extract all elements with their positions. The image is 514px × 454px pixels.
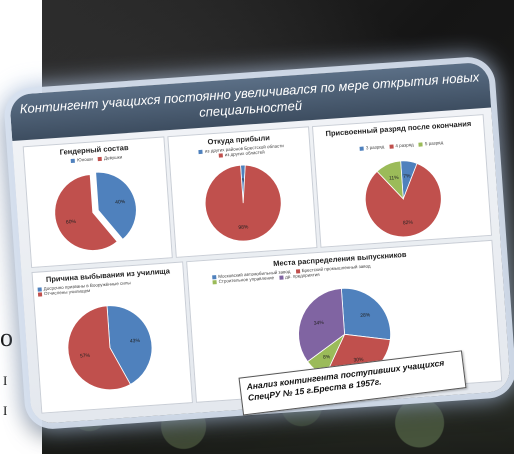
- pie-label-1-1: 98%: [238, 224, 249, 231]
- pie-chart-distribution: 28% 30% 8% 34%: [298, 287, 391, 381]
- pie-slice-2-1: [364, 162, 442, 238]
- legend-grade-2: 5 разряд: [424, 139, 444, 147]
- pie-label-4-1: 30%: [353, 357, 364, 364]
- chart-panel-gender: Гендерный состав Юноши Девушки 40% 60%: [22, 136, 173, 269]
- pie-label-4-0: 28%: [360, 312, 371, 319]
- slide-body: Контингент учащихся постоянно увеличивал…: [9, 61, 511, 425]
- legend-grade-0: 3 разряд: [365, 144, 385, 151]
- chart-panel-dropout: Причина выбывания из училища Досрочно пр…: [31, 261, 194, 414]
- pie-chart-grade: 7% 82% 11%: [364, 160, 442, 238]
- pie-label-2-2: 11%: [389, 175, 400, 182]
- left-fragment-letter: o: [0, 323, 13, 352]
- pie-slice-1-1: [204, 164, 282, 242]
- pie-slice-3-0: [106, 305, 153, 385]
- chart-panel-distribution: Места распределения выпускников Московск…: [186, 239, 503, 403]
- left-fragment-1: I: [3, 373, 8, 388]
- pie-label-2-1: 82%: [403, 220, 414, 227]
- pie-chart-origin: 2% 98%: [204, 164, 282, 242]
- left-fragment-2: I: [3, 403, 8, 418]
- pie-label-3-0: 43%: [130, 338, 141, 345]
- pie-slice-4-3: [298, 288, 345, 363]
- pie-chart-gender: 40% 60%: [54, 171, 137, 251]
- legend-distribution-3: др. предприятия: [285, 271, 320, 280]
- pie-slice-3-1: [67, 305, 131, 391]
- pie-slice-4-0: [340, 287, 391, 341]
- chart-panel-origin: Откуда прибыли из других районов Брестск…: [167, 126, 318, 258]
- pie-chart-dropout: 43% 57%: [67, 305, 153, 391]
- pie-label-4-2: 8%: [323, 354, 331, 361]
- pie-label-3-1: 57%: [80, 353, 91, 360]
- pie-label-4-3: 34%: [314, 320, 325, 327]
- pie-label-0-0: 40%: [115, 199, 126, 206]
- pie-label-0-1: 60%: [66, 219, 77, 226]
- pie-label-1-0: 2%: [239, 177, 247, 184]
- pie-slice-0-1: [54, 174, 118, 251]
- presentation-slide: Контингент учащихся постоянно увеличивал…: [9, 61, 511, 425]
- pie-label-2-0: 7%: [403, 173, 411, 180]
- pie-slice-0-0: [95, 171, 137, 240]
- chart-panel-grade: Присвоенный разряд после окончания 3 раз…: [311, 114, 493, 248]
- legend-grade-1: 4 разряд: [395, 142, 414, 149]
- chart-title-grade: Присвоенный разряд после окончания: [325, 118, 472, 139]
- pie-slice-2-2: [376, 160, 404, 200]
